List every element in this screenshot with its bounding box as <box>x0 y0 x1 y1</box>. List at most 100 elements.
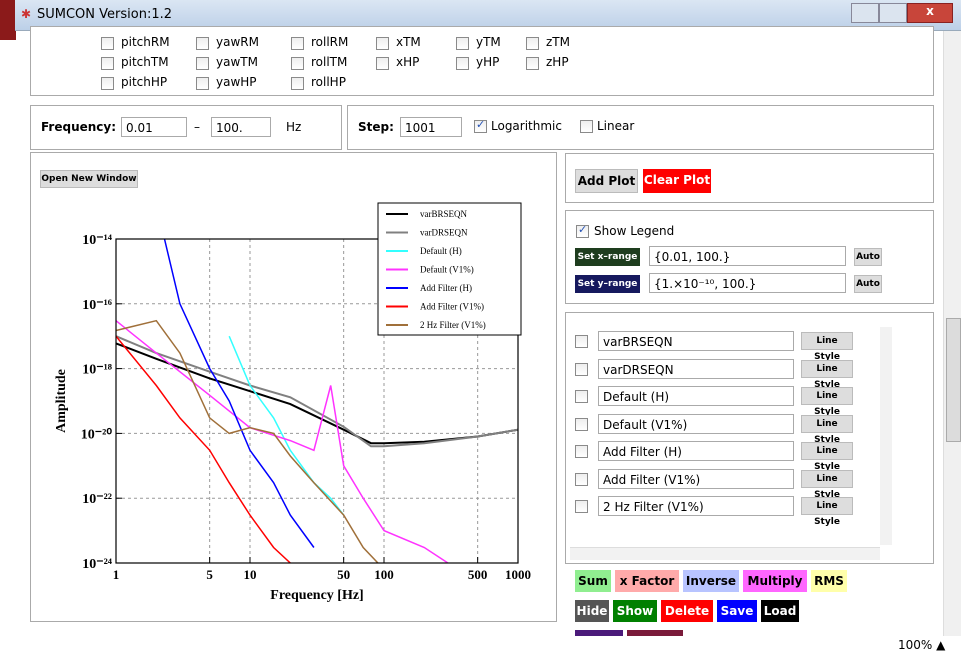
checkbox[interactable] <box>101 57 114 70</box>
line-style-button[interactable]: Line Style <box>801 332 853 362</box>
checkbox[interactable] <box>526 57 539 70</box>
series-line <box>163 239 315 548</box>
checkbox[interactable] <box>101 37 114 50</box>
auto-button[interactable]: Auto <box>854 275 882 293</box>
chart: 1 5 10 50 100 500 1000 10⁻¹⁴ 10⁻¹⁶ 10⁻¹⁸ 10⁻²⁰ 10⁻²… <box>54 202 531 603</box>
add-plot-button[interactable]: Add Plot <box>575 169 638 193</box>
checkbox[interactable] <box>456 57 469 70</box>
series-name[interactable]: Add Filter (H) <box>598 441 794 461</box>
line-style-button[interactable]: Line Style <box>801 387 853 417</box>
y-axis-label: Amplitude <box>54 369 69 433</box>
channel-label: zHP <box>546 55 569 69</box>
series-name[interactable]: Default (H) <box>598 386 794 406</box>
checkbox[interactable] <box>575 500 588 513</box>
channel-label: rollHP <box>311 75 346 89</box>
operation-button[interactable]: Sum <box>575 570 611 592</box>
operation-button[interactable]: x Factor <box>615 570 679 592</box>
legend-label: varBRSEQN <box>420 209 468 219</box>
line-style-button[interactable]: Line Style <box>801 469 853 500</box>
clear-plot-button[interactable]: Clear Plot <box>643 169 711 193</box>
background-window <box>0 0 16 40</box>
checkbox[interactable] <box>575 335 588 348</box>
checkbox[interactable] <box>291 37 304 50</box>
legend-label: Add Filter (H) <box>420 283 472 293</box>
x-tick-label: 1 <box>113 567 120 582</box>
legend-label: varDRSEQN <box>420 228 468 238</box>
operation-button[interactable]: Save <box>717 600 757 622</box>
close-button[interactable]: x <box>907 3 953 23</box>
line-style-button[interactable]: Line Style <box>801 414 853 445</box>
operation-button[interactable]: Delete <box>661 600 713 622</box>
checkbox[interactable] <box>196 77 209 90</box>
step-panel: Step: 1001 Logarithmic Linear <box>347 105 934 150</box>
open-window-button[interactable]: Open New Window <box>40 170 138 188</box>
window-title: SUMCON Version:1.2 <box>37 7 173 22</box>
series-name[interactable]: Add Filter (V1%) <box>598 468 794 489</box>
checkbox[interactable] <box>101 77 114 90</box>
set-x-range-button[interactable]: Set x–range <box>575 248 640 266</box>
line-style-button[interactable]: Line Style <box>801 497 853 527</box>
y-tick-label: 10⁻¹⁴ <box>82 233 113 248</box>
channel-panel: pitchRM yawRM rollRM xTM yTM zTM pitchTM yawTM r… <box>30 26 934 96</box>
line-style-button[interactable]: Line Style <box>801 359 853 390</box>
option-label: Logarithmic <box>491 119 562 133</box>
checkbox[interactable] <box>575 390 588 403</box>
checkbox[interactable] <box>575 362 588 376</box>
y-tick-label: 10⁻¹⁶ <box>82 298 112 313</box>
operation-button[interactable]: RMS <box>811 570 847 592</box>
series-name[interactable]: varBRSEQN <box>598 331 794 351</box>
v-scrollbar[interactable] <box>943 31 961 636</box>
y-tick-label: 10⁻¹⁸ <box>82 363 112 378</box>
operation-button[interactable]: Show <box>613 600 657 622</box>
checkbox[interactable] <box>575 472 588 486</box>
input[interactable]: 100. <box>211 117 271 137</box>
frequency-panel: Frequency: 0.01 – 100. Hz <box>30 105 342 150</box>
label: Step: <box>358 120 394 134</box>
operation-button[interactable]: Hide <box>575 600 609 622</box>
operation-button[interactable]: Load <box>761 600 799 622</box>
input[interactable]: {1.×10⁻¹⁰, 100.} <box>649 273 846 293</box>
input[interactable]: 1001 <box>400 117 462 137</box>
line-style-button[interactable]: Line Style <box>801 442 853 472</box>
series-line <box>116 319 379 563</box>
checkbox[interactable] <box>526 37 539 50</box>
label: Show Legend <box>594 224 675 238</box>
series-name[interactable]: Default (V1%) <box>598 413 794 434</box>
checkbox[interactable] <box>580 120 593 133</box>
checkbox[interactable] <box>575 445 588 458</box>
series-name[interactable]: 2 Hz Filter (V1%) <box>598 496 794 516</box>
x-tick-label: 1000 <box>505 567 531 582</box>
scroll-thumb[interactable] <box>946 318 961 442</box>
checkbox[interactable] <box>576 223 589 238</box>
checkbox[interactable] <box>376 37 389 50</box>
checkbox[interactable] <box>575 417 588 431</box>
plot-buttons: Add Plot Clear Plot <box>565 153 934 203</box>
list-scrollbar[interactable] <box>880 327 892 545</box>
set-y-range-button[interactable]: Set y–range <box>575 275 640 293</box>
x-tick-label: 50 <box>337 567 350 582</box>
y-tick-label: 10⁻²² <box>82 492 112 507</box>
operation-button[interactable]: Multiply <box>743 570 807 592</box>
auto-button[interactable]: Auto <box>854 248 882 266</box>
checkbox[interactable] <box>291 77 304 90</box>
checkbox[interactable] <box>291 57 304 70</box>
series-name[interactable]: varDRSEQN <box>598 358 794 379</box>
checkbox[interactable] <box>196 57 209 70</box>
checkbox[interactable] <box>196 37 209 50</box>
channel-label: rollRM <box>311 35 349 49</box>
operation-button[interactable] <box>575 630 623 636</box>
checkbox[interactable] <box>376 57 389 70</box>
operation-button[interactable]: Inverse <box>683 570 739 592</box>
checkbox[interactable] <box>456 37 469 50</box>
operation-button[interactable] <box>627 630 683 636</box>
input[interactable]: {0.01, 100.} <box>649 246 846 266</box>
h-scrollbar[interactable] <box>570 547 880 560</box>
input[interactable]: 0.01 <box>121 117 187 137</box>
maximize-button[interactable] <box>879 3 907 23</box>
range-panel: Show Legend Set x–range {0.01, 100.} Aut… <box>565 210 934 304</box>
minimize-button[interactable] <box>851 3 879 23</box>
checkbox[interactable] <box>474 118 487 133</box>
channel-label: rollTM <box>311 55 348 69</box>
series-line <box>116 320 449 563</box>
